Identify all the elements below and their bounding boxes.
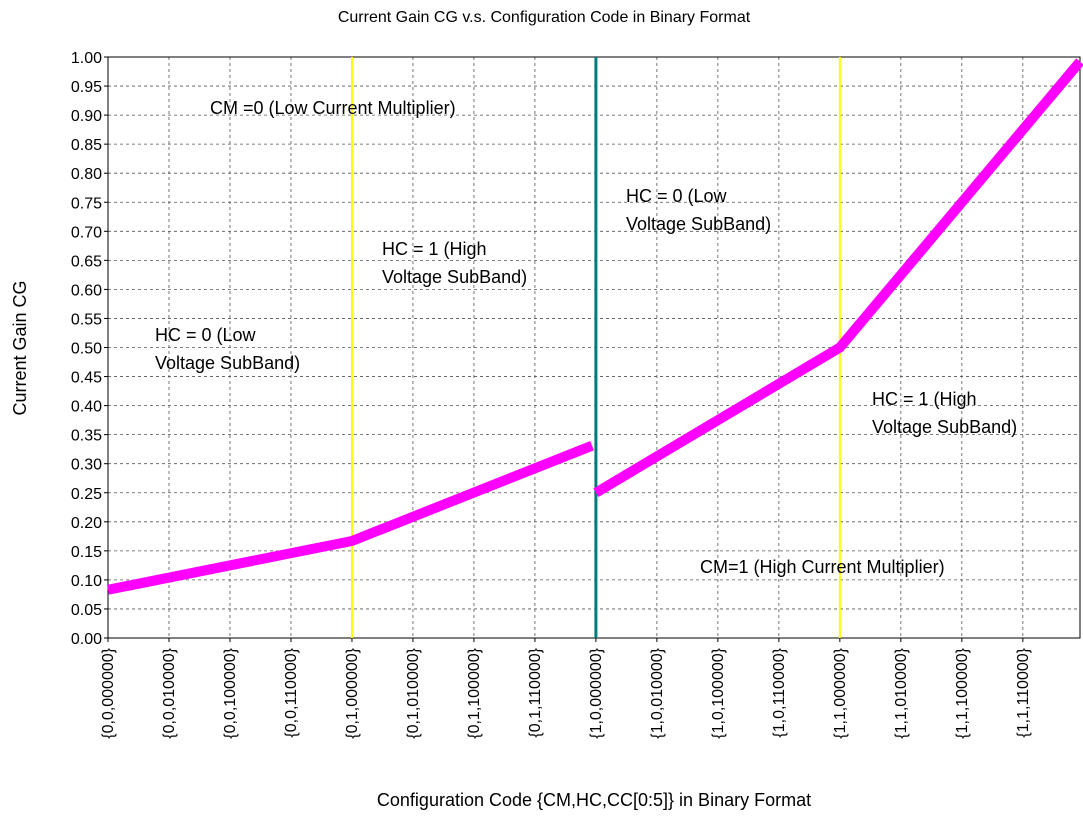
- x-tick-label: {0,0,110000}: [283, 647, 300, 737]
- x-tick-label: {1,0,010000}: [649, 647, 666, 738]
- chart-title: Current Gain CG v.s. Configuration Code …: [338, 9, 751, 26]
- y-tick-label: 0.25: [71, 486, 102, 503]
- annotation: CM =0 (Low Current Multiplier): [210, 98, 456, 118]
- y-tick-label: 0.20: [71, 515, 102, 532]
- y-tick-label: 0.05: [71, 602, 102, 619]
- annotation: CM=1 (High Current Multiplier): [700, 557, 945, 577]
- x-tick-label: {1,1,010000}: [893, 647, 910, 738]
- annotation: HC = 1 (High: [382, 239, 487, 259]
- annotation: HC = 0 (Low: [626, 186, 728, 206]
- y-tick-label: 0.80: [71, 166, 102, 183]
- x-axis-label: Configuration Code {CM,HC,CC[0:5]} in Bi…: [377, 790, 811, 810]
- y-tick-label: 0.15: [71, 544, 102, 561]
- x-tick-label: {0,0,010000}: [161, 647, 178, 738]
- annotation: HC = 0 (Low: [155, 325, 257, 345]
- x-tick-label: {0,1,110000}: [527, 647, 544, 737]
- x-tick-label: {1,0,110000}: [771, 647, 788, 737]
- data-line: [593, 58, 1083, 498]
- y-tick-label: 0.95: [71, 79, 102, 96]
- y-tick-label: 0.70: [71, 224, 102, 241]
- plot-border: [107, 56, 1081, 639]
- y-tick-label: 0.30: [71, 457, 102, 474]
- y-tick-label: 0.50: [71, 341, 102, 358]
- y-tick-label: 0.55: [71, 311, 102, 328]
- y-tick-label: 1.00: [71, 50, 102, 67]
- annotation: HC = 1 (High: [872, 389, 977, 409]
- x-tick-label: {0,1,100000}: [466, 647, 483, 738]
- x-tick-label: {1,1,110000}: [1015, 647, 1032, 737]
- annotation: Voltage SubBand): [382, 267, 527, 287]
- y-axis-label: Current Gain CG: [10, 280, 30, 415]
- y-tick-label: 0.75: [71, 195, 102, 212]
- y-tick-label: 0.45: [71, 370, 102, 387]
- x-tick-label: {1,1,000000}: [832, 647, 849, 738]
- x-tick-label: {1,0,000000}: [588, 647, 605, 738]
- x-tick-label: {1,1,100000}: [954, 647, 971, 738]
- data-line: [107, 441, 594, 595]
- y-tick-label: 0.35: [71, 428, 102, 445]
- y-tick-label: 0.10: [71, 573, 102, 590]
- x-tick-label: {0,0,100000}: [222, 647, 239, 738]
- y-tick-label: 0.40: [71, 399, 102, 416]
- y-tick-label: 0.65: [71, 253, 102, 270]
- x-tick-label: {0,0,000000}: [100, 647, 117, 738]
- annotation: Voltage SubBand): [155, 353, 300, 373]
- y-tick-label: 0.60: [71, 282, 102, 299]
- x-tick-label: {0,1,010000}: [405, 647, 422, 738]
- y-tick-label: 0.00: [71, 631, 102, 648]
- annotation: Voltage SubBand): [626, 214, 771, 234]
- y-tick-label: 0.90: [71, 108, 102, 125]
- y-tick-label: 0.85: [71, 137, 102, 154]
- x-tick-label: {1,0,100000}: [710, 647, 727, 738]
- x-tick-label: {0,1,000000}: [344, 647, 361, 738]
- annotation: Voltage SubBand): [872, 417, 1017, 437]
